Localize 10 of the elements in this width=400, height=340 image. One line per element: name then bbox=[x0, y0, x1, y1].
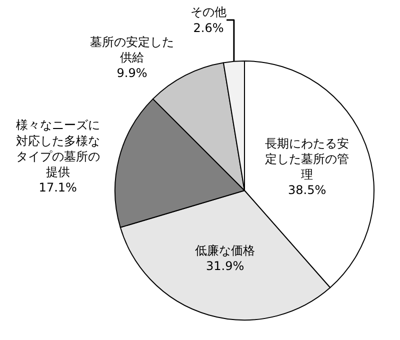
data-label: 31.9% bbox=[206, 258, 244, 273]
slice-label: 低廉な価格 bbox=[195, 243, 256, 258]
data-label: 9.9% bbox=[116, 66, 148, 80]
data-label: 17.1% bbox=[38, 180, 77, 195]
data-label: 2.6% bbox=[193, 20, 224, 35]
slice-label: 墓所の安定した供給 bbox=[90, 34, 174, 64]
slice-label: 長期にわたる安定した墓所の管理 bbox=[265, 136, 350, 182]
slice-label: 様々なニーズに対応した多様なタイプの墓所の提供 bbox=[16, 118, 100, 179]
data-label: 38.5% bbox=[288, 183, 326, 198]
slice-label: その他 bbox=[190, 5, 227, 20]
